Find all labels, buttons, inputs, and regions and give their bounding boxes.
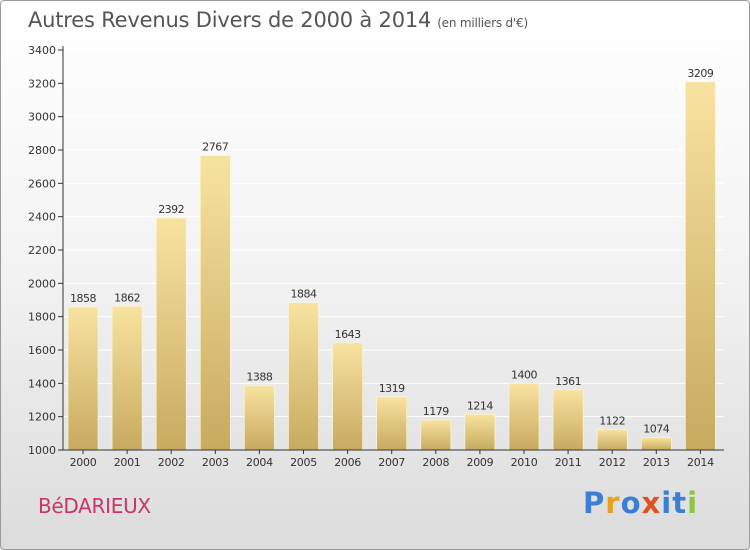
x-tick-label: 2001: [114, 456, 141, 469]
y-tick-label: 1000: [28, 444, 56, 457]
logo-letter: P: [583, 486, 606, 520]
logo-letter: r: [605, 486, 621, 520]
y-tick-label: 3400: [28, 44, 56, 57]
bar-value-label: 1179: [423, 405, 449, 418]
x-tick-label: 2005: [290, 456, 317, 469]
y-tick-label: 3000: [28, 111, 56, 124]
bar-2008: [420, 419, 452, 451]
y-tick-label: 2600: [28, 177, 56, 190]
x-tick-label: 2010: [511, 456, 538, 469]
y-tick-label: 2400: [28, 211, 56, 224]
y-tick-label: 1800: [28, 311, 56, 324]
x-tick-label: 2007: [378, 456, 405, 469]
x-tick-label: 2000: [70, 456, 97, 469]
x-tick-label: 2011: [555, 456, 582, 469]
y-tick-label: 1200: [28, 411, 56, 424]
bar-value-label: 1862: [114, 291, 140, 304]
logo-letter: i: [687, 486, 699, 520]
x-tick-label: 2006: [334, 456, 361, 469]
proxiti-logo[interactable]: Proxiti: [583, 486, 698, 520]
bar-value-label: 1388: [246, 370, 272, 383]
bar-2000: [67, 306, 99, 451]
bar-value-label: 3209: [687, 67, 713, 80]
bar-2013: [640, 437, 672, 451]
bar-2011: [552, 389, 584, 451]
bar-value-label: 1214: [467, 399, 493, 412]
bar-2003: [200, 155, 231, 451]
y-tick-label: 1600: [28, 344, 56, 357]
chart-title: Autres Revenus Divers de 2000 à 2014 (en …: [28, 8, 528, 32]
chart-title-text: Autres Revenus Divers de 2000 à 2014: [28, 8, 432, 32]
town-name: BéDARIEUX: [38, 494, 151, 518]
y-tick-label: 2000: [28, 277, 56, 290]
x-tick-label: 2012: [599, 456, 626, 469]
logo-letter: t: [672, 486, 688, 520]
bar-value-label: 1643: [335, 328, 361, 341]
bar-value-label: 1400: [511, 368, 537, 381]
x-tick-label: 2008: [422, 456, 449, 469]
bar-2004: [244, 385, 275, 451]
bar-2002: [155, 217, 187, 451]
bar-2007: [376, 396, 408, 451]
bar-value-label: 1319: [379, 382, 405, 395]
bar-2014: [685, 81, 716, 451]
bar-value-label: 1122: [599, 415, 625, 428]
y-tick-label: 1400: [28, 377, 56, 390]
x-tick-label: 2009: [467, 456, 494, 469]
logo-letter: o: [620, 486, 642, 520]
bar-2001: [111, 306, 143, 451]
bar-value-label: 2767: [202, 141, 228, 154]
bar-value-label: 1074: [643, 423, 669, 436]
logo-letter: x: [641, 486, 662, 520]
x-tick-label: 2013: [643, 456, 670, 469]
x-tick-label: 2003: [202, 456, 229, 469]
bar-value-label: 1884: [291, 288, 317, 301]
bar-value-label: 1361: [555, 375, 581, 388]
x-tick-label: 2014: [687, 456, 714, 469]
bar-2006: [332, 342, 363, 451]
bar-value-label: 1858: [70, 292, 96, 305]
y-tick-label: 3200: [28, 77, 56, 90]
bar-2005: [288, 302, 319, 451]
y-tick-label: 2200: [28, 244, 56, 257]
logo-letter: i: [661, 486, 673, 520]
y-tick-label: 2800: [28, 144, 56, 157]
x-tick-label: 2002: [158, 456, 185, 469]
bar-2012: [596, 429, 628, 451]
x-tick-label: 2004: [246, 456, 273, 469]
bar-value-label: 2392: [158, 203, 184, 216]
bar-2010: [508, 383, 540, 451]
bar-2009: [464, 414, 496, 451]
chart-unit: (en milliers d'€): [437, 16, 528, 30]
